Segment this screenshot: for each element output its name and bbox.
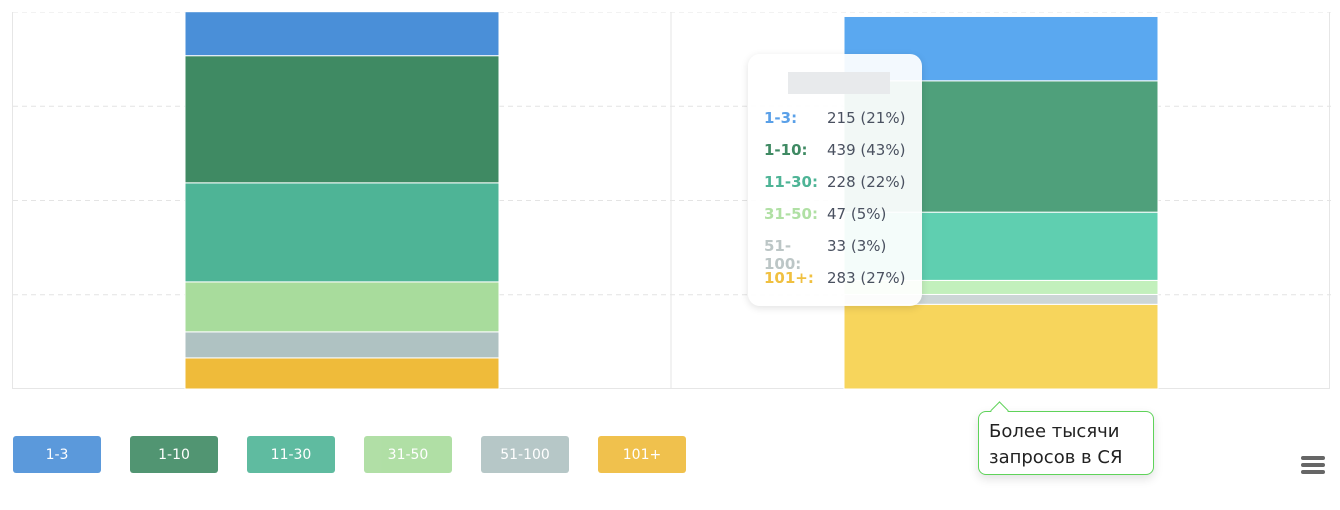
- tooltip-row: 11-30: 228 (22%): [764, 173, 905, 191]
- bar-segment-51-100[interactable]: [184, 331, 500, 359]
- bar-segment-11-30[interactable]: [184, 182, 500, 283]
- tooltip-label: 101+:: [764, 269, 814, 287]
- bar-segment-101+[interactable]: [843, 303, 1159, 389]
- plot-area: [12, 12, 1331, 389]
- stacked-bar-chart: [13, 12, 1331, 389]
- tooltip-row: 51-100: 33 (3%): [764, 237, 886, 273]
- tooltip-value: 228 (22%): [827, 173, 906, 191]
- tooltip-value: 215 (21%): [827, 109, 906, 127]
- tooltip-value: 47 (5%): [827, 205, 887, 223]
- legend-item-31-50[interactable]: 31-50: [364, 436, 452, 473]
- legend-item-1-3[interactable]: 1-3: [13, 436, 101, 473]
- hamburger-icon[interactable]: [1301, 456, 1325, 477]
- tooltip-label: 51-100:: [764, 237, 802, 273]
- tooltip-value: 439 (43%): [827, 141, 906, 159]
- tooltip-row: 101+: 283 (27%): [764, 269, 905, 287]
- tooltip-value: 33 (3%): [827, 237, 887, 255]
- legend: 1-3 1-10 11-30 31-50 51-100 101+: [13, 436, 686, 473]
- legend-item-1-10[interactable]: 1-10: [130, 436, 218, 473]
- annotation-callout: Более тысячи запросов в СЯ: [978, 411, 1154, 475]
- legend-item-101-plus[interactable]: 101+: [598, 436, 686, 473]
- bar-segment-31-50[interactable]: [184, 281, 500, 333]
- tooltip-value: 283 (27%): [827, 269, 906, 287]
- bar-segment-1-3[interactable]: [184, 12, 500, 57]
- annotation-line-2: запросов в СЯ: [989, 447, 1123, 468]
- tooltip-row: 31-50: 47 (5%): [764, 205, 886, 223]
- annotation-line-1: Более тысячи: [989, 421, 1120, 442]
- tooltip-label: 11-30:: [764, 173, 818, 191]
- tooltip: 1-3: 215 (21%) 1-10: 439 (43%) 11-30: 228 (…: [748, 54, 922, 306]
- tooltip-row: 1-10: 439 (43%): [764, 141, 905, 159]
- bar-segment-101+[interactable]: [184, 357, 500, 389]
- tooltip-label: 1-3:: [764, 109, 798, 127]
- tooltip-row: 1-3: 215 (21%): [764, 109, 905, 127]
- tooltip-label: 31-50:: [764, 205, 818, 223]
- tooltip-label: 1-10:: [764, 141, 808, 159]
- tooltip-title-blurred: [788, 72, 890, 94]
- bar-segment-1-10[interactable]: [184, 55, 500, 184]
- legend-item-51-100[interactable]: 51-100: [481, 436, 569, 473]
- legend-item-11-30[interactable]: 11-30: [247, 436, 335, 473]
